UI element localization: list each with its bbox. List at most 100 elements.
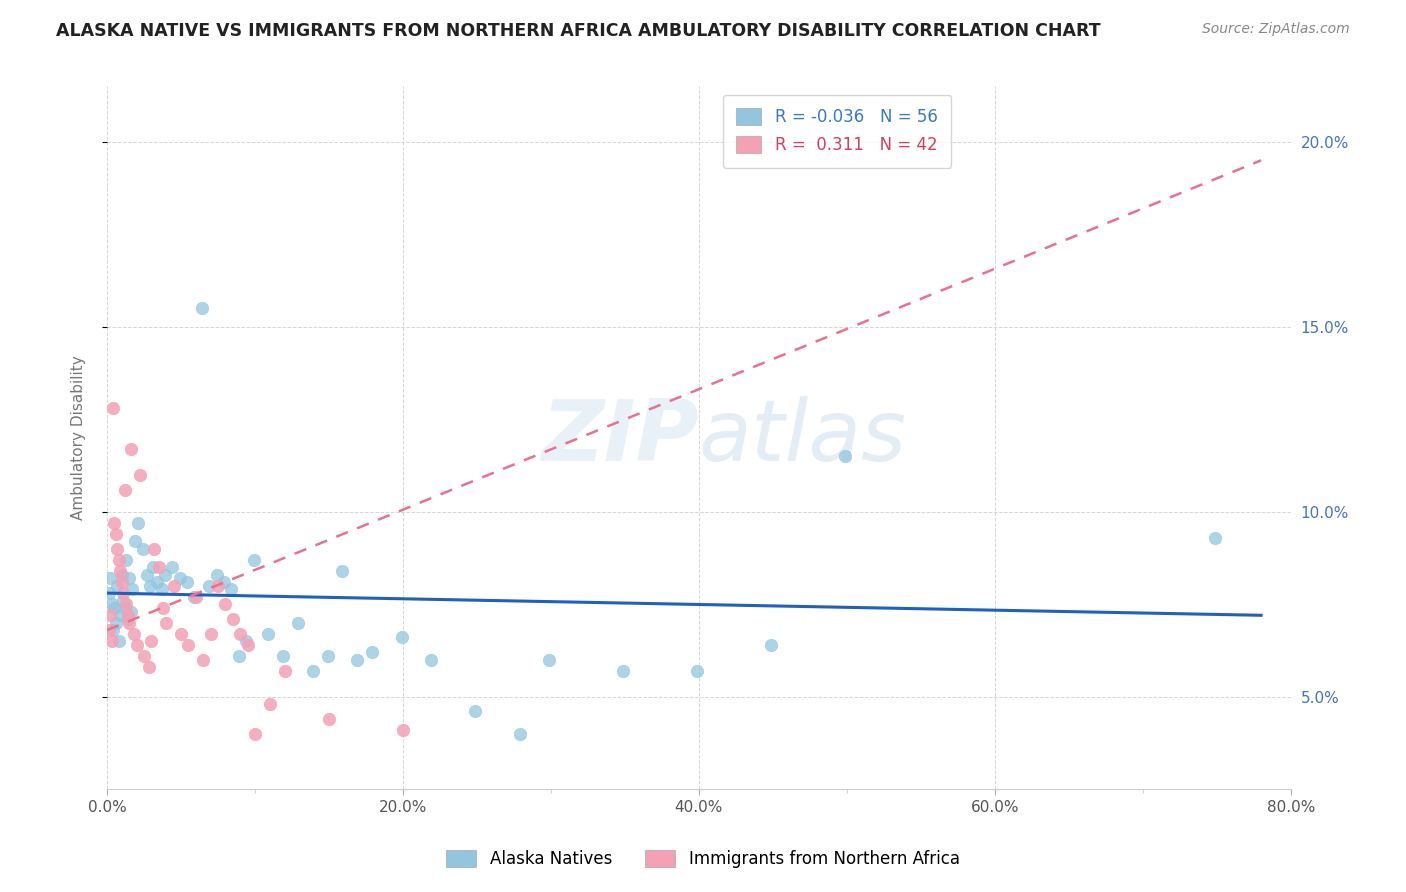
- Point: [205, 567, 228, 582]
- Point: [207, 579, 229, 593]
- Point: [108, 553, 131, 567]
- Point: [243, 726, 266, 740]
- Text: Source: ZipAtlas.com: Source: ZipAtlas.com: [1202, 22, 1350, 37]
- Point: [150, 582, 173, 597]
- Point: [124, 534, 146, 549]
- Point: [200, 627, 222, 641]
- Point: [103, 601, 125, 615]
- Point: [330, 564, 353, 578]
- Point: [221, 582, 243, 597]
- Point: [761, 638, 783, 652]
- Point: [98, 571, 121, 585]
- Point: [131, 541, 153, 556]
- Point: [392, 723, 415, 737]
- Point: [148, 560, 170, 574]
- Text: atlas: atlas: [699, 396, 907, 479]
- Point: [183, 590, 205, 604]
- Point: [271, 648, 294, 663]
- Point: [120, 605, 142, 619]
- Point: [118, 571, 141, 585]
- Point: [361, 645, 384, 659]
- Point: [198, 579, 221, 593]
- Point: [120, 442, 142, 456]
- Point: [125, 638, 148, 652]
- Point: [107, 541, 129, 556]
- Point: [97, 586, 120, 600]
- Point: [141, 634, 163, 648]
- Point: [121, 582, 143, 597]
- Point: [170, 627, 193, 641]
- Point: [139, 579, 162, 593]
- Point: [104, 527, 127, 541]
- Point: [146, 574, 169, 589]
- Point: [191, 301, 214, 316]
- Point: [98, 608, 121, 623]
- Point: [316, 648, 339, 663]
- Point: [163, 579, 186, 593]
- Point: [111, 574, 134, 589]
- Point: [108, 634, 131, 648]
- Point: [115, 553, 138, 567]
- Point: [169, 571, 191, 585]
- Point: [236, 638, 259, 652]
- Point: [132, 648, 155, 663]
- Point: [101, 401, 124, 416]
- Point: [346, 653, 368, 667]
- Point: [103, 516, 125, 530]
- Point: [1204, 531, 1226, 545]
- Point: [127, 516, 149, 530]
- Point: [184, 590, 207, 604]
- Point: [538, 653, 561, 667]
- Point: [228, 648, 250, 663]
- Point: [114, 483, 136, 497]
- Point: [136, 567, 159, 582]
- Point: [834, 449, 856, 463]
- Point: [301, 664, 323, 678]
- Point: [214, 597, 236, 611]
- Point: [143, 541, 166, 556]
- Point: [212, 574, 235, 589]
- Point: [242, 553, 264, 567]
- Point: [104, 615, 127, 630]
- Y-axis label: Ambulatory Disability: Ambulatory Disability: [72, 355, 86, 520]
- Point: [176, 574, 198, 589]
- Point: [101, 623, 124, 637]
- Point: [112, 586, 135, 600]
- Point: [100, 597, 122, 611]
- Point: [115, 597, 138, 611]
- Point: [122, 627, 145, 641]
- Point: [107, 579, 129, 593]
- Point: [155, 615, 177, 630]
- Point: [464, 705, 486, 719]
- Point: [138, 660, 160, 674]
- Point: [612, 664, 634, 678]
- Point: [257, 627, 280, 641]
- Point: [153, 567, 176, 582]
- Point: [193, 653, 215, 667]
- Point: [509, 726, 531, 740]
- Legend: R = -0.036   N = 56, R =  0.311   N = 42: R = -0.036 N = 56, R = 0.311 N = 42: [723, 95, 950, 168]
- Point: [259, 697, 281, 711]
- Point: [118, 615, 141, 630]
- Text: ALASKA NATIVE VS IMMIGRANTS FROM NORTHERN AFRICA AMBULATORY DISABILITY CORRELATI: ALASKA NATIVE VS IMMIGRANTS FROM NORTHER…: [56, 22, 1101, 40]
- Point: [110, 564, 132, 578]
- Point: [222, 612, 245, 626]
- Point: [391, 631, 413, 645]
- Point: [152, 601, 174, 615]
- Point: [117, 608, 139, 623]
- Point: [112, 593, 135, 607]
- Point: [128, 467, 150, 482]
- Point: [235, 634, 257, 648]
- Point: [177, 638, 200, 652]
- Point: [100, 634, 122, 648]
- Point: [420, 653, 443, 667]
- Point: [686, 664, 709, 678]
- Point: [114, 601, 136, 615]
- Text: ZIP: ZIP: [541, 396, 699, 479]
- Point: [111, 567, 134, 582]
- Point: [287, 615, 309, 630]
- Point: [97, 623, 120, 637]
- Point: [117, 612, 139, 626]
- Point: [229, 627, 252, 641]
- Point: [318, 712, 340, 726]
